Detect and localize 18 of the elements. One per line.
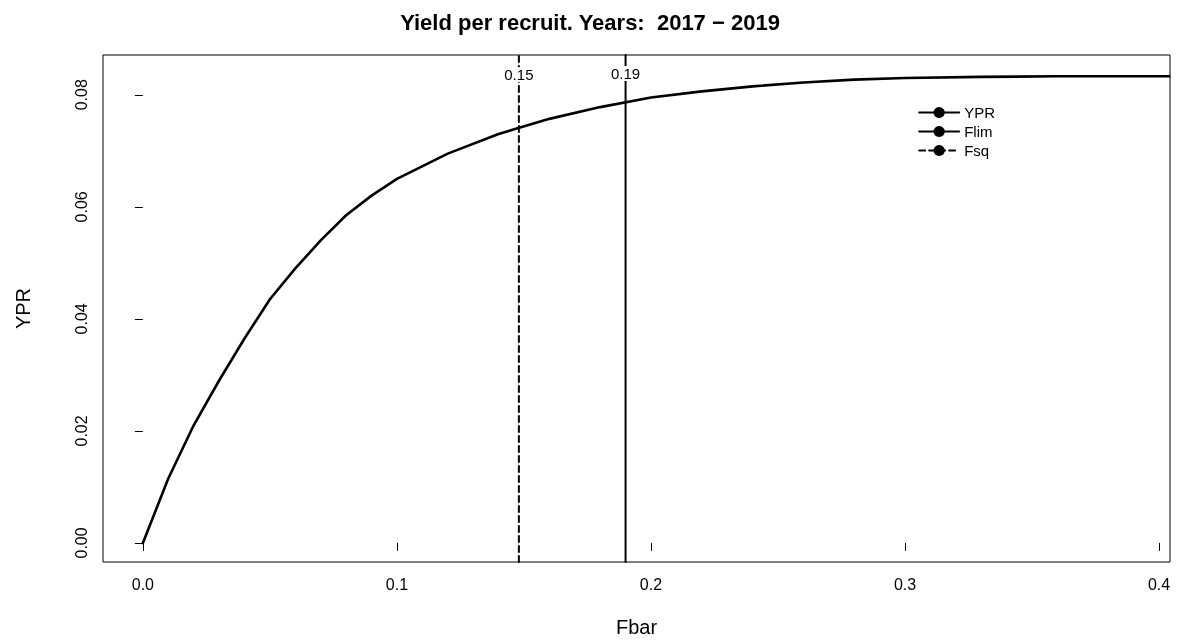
annotation: 0.19 (610, 64, 641, 82)
x-tick-label: 0.0 (131, 575, 155, 593)
y-tick-label: 0.06 (72, 191, 90, 223)
legend-label: Flim (964, 123, 993, 140)
chart-title: Yield per recruit. Years: 2017 − 2019 (400, 9, 780, 35)
y-tick-label: 0.02 (72, 415, 90, 447)
x-tick-label: 0.3 (893, 575, 917, 593)
y-tick-label: 0.08 (72, 79, 90, 111)
y-axis-title: YPR (12, 287, 34, 330)
x-tick-label: 0.2 (639, 575, 663, 593)
y-tick-label: 0.04 (72, 303, 90, 335)
annotation: 0.15 (504, 66, 534, 84)
x-tick-label: 0.1 (385, 575, 409, 593)
legend-label: Fsq (964, 142, 990, 159)
x-tick-label: 0.4 (1147, 575, 1171, 593)
x-axis-title: Fbar (615, 616, 658, 638)
y-tick-label: 0.00 (72, 527, 90, 559)
legend-label: YPR (964, 104, 996, 121)
